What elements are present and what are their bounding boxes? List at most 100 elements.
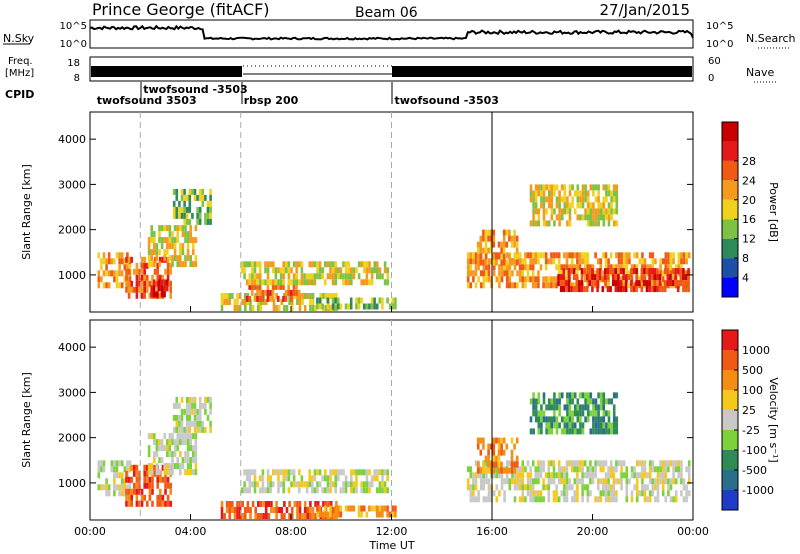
heatmap-cell: [391, 303, 395, 310]
heatmap-cell: [228, 507, 231, 513]
heatmap-cell: [604, 252, 608, 259]
heatmap-cell: [526, 478, 530, 485]
heatmap-cell: [513, 241, 516, 248]
heatmap-cell: [164, 488, 167, 495]
heatmap-cell: [335, 501, 338, 507]
heatmap-cell: [264, 501, 268, 507]
heatmap-cell: [492, 443, 496, 450]
heatmap-cell: [682, 484, 686, 491]
heatmap-cell: [178, 212, 181, 219]
heatmap-cell: [171, 433, 174, 440]
heatmap-cell: [102, 466, 106, 473]
heatmap-cell: [565, 270, 569, 277]
heatmap-cell: [275, 305, 278, 311]
heatmap-cell: [589, 392, 593, 399]
heatmap-cell: [573, 282, 577, 289]
heatmap-cell: [534, 196, 538, 203]
heatmap-cell: [128, 276, 132, 283]
heatmap-cell: [606, 286, 610, 293]
heatmap-cell: [672, 276, 675, 283]
heatmap-cell: [118, 270, 121, 277]
heatmap-cell: [151, 500, 154, 507]
heatmap-cell: [607, 410, 611, 417]
heatmap-cell: [191, 212, 194, 219]
heatmap-cell: [599, 416, 603, 423]
heatmap-cell: [515, 235, 519, 242]
heatmap-cell: [296, 507, 299, 513]
heatmap-cell: [485, 276, 488, 283]
heatmap-cell: [191, 408, 194, 415]
heatmap-cell: [180, 194, 184, 201]
heatmap-cell: [563, 490, 566, 497]
heatmap-cell: [656, 466, 660, 473]
heatmap-cell: [529, 484, 532, 491]
cpid-annotation: rbsp 200: [244, 94, 299, 107]
heatmap-cell: [130, 488, 133, 495]
heatmap-cell: [113, 472, 116, 479]
heatmap-cell: [542, 208, 546, 215]
heatmap-cell: [133, 488, 136, 495]
heatmap-cell: [188, 188, 192, 195]
heatmap-cell: [664, 496, 668, 503]
heatmap-cell: [186, 445, 190, 452]
heatmap-cell: [646, 496, 649, 503]
heatmap-cell: [326, 297, 330, 304]
heatmap-cell: [661, 472, 665, 479]
heatmap-cell: [568, 202, 572, 209]
heatmap-cell: [545, 422, 548, 429]
heatmap-cell: [602, 184, 606, 191]
heatmap-cell: [97, 252, 101, 259]
heatmap-cell: [287, 487, 291, 494]
heatmap-cell: [550, 398, 554, 405]
heatmap-cell: [669, 258, 673, 265]
heatmap-cell: [547, 422, 551, 429]
heatmap-cell: [165, 285, 169, 292]
heatmap-cell: [641, 258, 644, 265]
heatmap-cell: [492, 461, 496, 468]
heatmap-cell: [120, 270, 124, 277]
heatmap-cell: [609, 484, 613, 491]
heatmap-cell: [97, 276, 101, 283]
heatmap-cell: [201, 194, 205, 201]
heatmap-cell: [166, 500, 170, 507]
heatmap-cell: [269, 261, 272, 268]
heatmap-cell: [282, 273, 285, 280]
heatmap-cell: [565, 264, 569, 271]
heatmap-cell: [118, 484, 121, 491]
heatmap-cell: [555, 184, 559, 191]
heatmap-cell: [599, 478, 603, 485]
heatmap-cell: [350, 475, 353, 482]
heatmap-cell: [628, 270, 631, 277]
heatmap-cell: [617, 264, 621, 271]
heatmap-cell: [169, 268, 172, 275]
heatmap-cell: [529, 466, 532, 473]
heatmap-cell: [355, 481, 358, 488]
heatmap-cell: [185, 194, 189, 201]
heatmap-cell: [651, 282, 655, 289]
heatmap-cell: [259, 299, 263, 305]
heatmap-cell: [492, 472, 496, 479]
ytick-label: 4000: [58, 341, 86, 354]
heatmap-cell: [388, 303, 392, 310]
heatmap-cell: [329, 305, 333, 311]
heatmap-cell: [298, 481, 301, 488]
heatmap-cell: [594, 422, 598, 429]
heatmap-cell: [635, 496, 639, 503]
heatmap-cell: [589, 220, 593, 227]
heatmap-cell: [545, 208, 548, 215]
heatmap-cell: [150, 463, 153, 470]
heatmap-cell: [610, 428, 613, 435]
heatmap-cell: [472, 472, 475, 479]
heatmap-cell: [383, 267, 387, 274]
heatmap-cell: [292, 475, 296, 482]
heatmap-cell: [256, 273, 259, 280]
heatmap-cell: [271, 289, 275, 296]
heatmap-cell: [394, 505, 397, 512]
heatmap-cell: [482, 467, 485, 474]
heatmap-cell: [482, 484, 486, 491]
heatmap-cell: [550, 184, 554, 191]
heatmap-cell: [303, 513, 307, 519]
heatmap-cell: [352, 267, 356, 274]
heatmap-cell: [326, 487, 330, 494]
heatmap-cell: [115, 270, 119, 277]
